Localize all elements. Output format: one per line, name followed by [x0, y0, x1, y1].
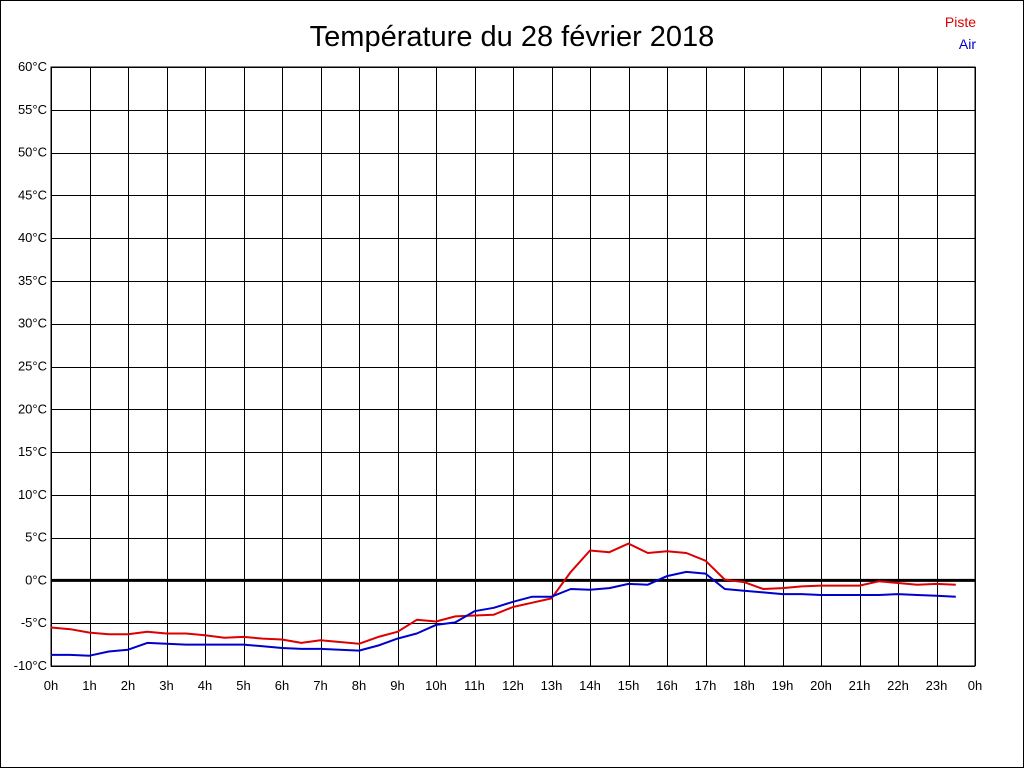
y-tick-label: 60°C — [18, 59, 47, 74]
x-tick-label: 19h — [772, 678, 794, 693]
y-tick-label: 40°C — [18, 230, 47, 245]
x-tick-label: 3h — [159, 678, 173, 693]
series-lines — [50, 542, 956, 657]
y-tick-label: -5°C — [21, 615, 47, 630]
grid-lines — [50, 66, 976, 667]
y-tick-label: 45°C — [18, 187, 47, 202]
legend-entry-air: Air — [959, 36, 976, 52]
y-tick-label: 5°C — [25, 530, 47, 545]
x-tick-label: 16h — [656, 678, 678, 693]
x-tick-label: 21h — [849, 678, 871, 693]
x-tick-label: 0h — [44, 678, 58, 693]
x-tick-label: 20h — [810, 678, 832, 693]
x-axis-ticks: 0h 1h 2h 3h 4h 5h 6h 7h 8h 9h 10h 11h 12h 13h 14h 15h 16… — [44, 678, 982, 693]
x-tick-label: 12h — [502, 678, 524, 693]
y-tick-label: -10°C — [14, 658, 47, 673]
legend-entry-piste: Piste — [945, 14, 976, 30]
legend: Piste Air — [945, 14, 976, 52]
x-tick-label: 11h — [464, 678, 485, 693]
y-tick-label: 30°C — [18, 316, 47, 331]
x-tick-label: 9h — [390, 678, 404, 693]
y-tick-label: 20°C — [18, 401, 47, 416]
x-tick-label: 15h — [618, 678, 640, 693]
x-tick-label: 18h — [733, 678, 755, 693]
x-tick-label: 1h — [82, 678, 96, 693]
y-tick-label: 50°C — [18, 145, 47, 160]
chart-title: Température du 28 février 2018 — [310, 21, 715, 53]
y-axis-ticks: -10°C -5°C 0°C 5°C 10°C 15°C 20°C 25°C 30°C 35°C 4… — [14, 59, 47, 673]
x-tick-label: 14h — [579, 678, 601, 693]
x-tick-label: 23h — [926, 678, 948, 693]
series-line-piste — [50, 542, 956, 645]
x-tick-label: 4h — [198, 678, 212, 693]
y-tick-label: 10°C — [18, 487, 47, 502]
y-tick-label: 25°C — [18, 359, 47, 374]
y-tick-label: 55°C — [18, 102, 47, 117]
x-tick-label: 10h — [425, 678, 447, 693]
y-tick-label: 35°C — [18, 273, 47, 288]
x-tick-label: 22h — [887, 678, 909, 693]
x-tick-label: 17h — [695, 678, 717, 693]
x-tick-label: 2h — [121, 678, 135, 693]
x-tick-label: 6h — [275, 678, 289, 693]
y-tick-label: 15°C — [18, 444, 47, 459]
x-tick-label: 8h — [352, 678, 366, 693]
x-tick-label: 0h — [968, 678, 982, 693]
x-tick-label: 7h — [313, 678, 327, 693]
x-tick-label: 5h — [236, 678, 250, 693]
y-tick-label: 0°C — [25, 572, 47, 587]
x-tick-label: 13h — [541, 678, 563, 693]
series-line-air — [51, 570, 956, 657]
